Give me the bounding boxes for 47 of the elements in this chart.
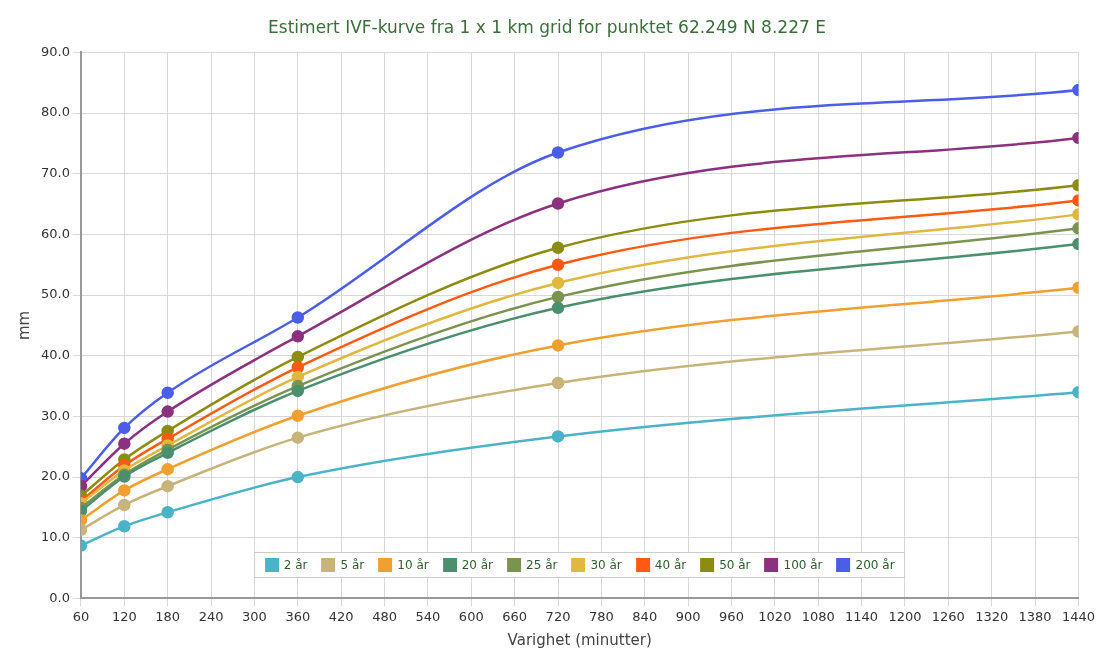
x-tick-label: 1020 xyxy=(758,608,792,624)
legend-label: 25 år xyxy=(526,558,558,573)
x-tick-label: 1200 xyxy=(888,608,922,624)
y-tick-label: 50.0 xyxy=(40,286,70,302)
x-tick-label: 360 xyxy=(285,608,311,624)
y-tick-label: 30.0 xyxy=(40,407,70,423)
x-tick-label: 1080 xyxy=(801,608,835,624)
legend-label: 30 år xyxy=(590,558,622,573)
x-tick-label: 780 xyxy=(588,608,614,624)
x-tick-label: 180 xyxy=(155,608,181,624)
x-axis-title: Varighet (minutter) xyxy=(507,630,652,649)
legend-label: 50 år xyxy=(719,558,751,573)
x-tick-label: 1140 xyxy=(845,608,879,624)
x-tick-label: 1380 xyxy=(1018,608,1052,624)
x-tick-label: 1320 xyxy=(975,608,1009,624)
x-tick-label: 720 xyxy=(545,608,571,624)
x-tick-label: 900 xyxy=(675,608,701,624)
x-tick-label: 600 xyxy=(458,608,484,624)
y-tick-label: 70.0 xyxy=(40,165,70,181)
x-tick-label: 60 xyxy=(72,608,90,624)
x-tick-label: 420 xyxy=(328,608,354,624)
chart-title: Estimert IVF-kurve fra 1 x 1 km grid for punktet 62.249 N 8.227 E xyxy=(268,16,826,37)
legend-label: 20 år xyxy=(461,558,494,573)
x-tick-label: 480 xyxy=(372,608,397,624)
legend-label: 100 år xyxy=(783,558,823,573)
y-tick-label: 40.0 xyxy=(40,347,70,363)
legend-label: 5 år xyxy=(340,558,365,573)
x-tick-label: 960 xyxy=(719,608,744,624)
y-tick-label: 80.0 xyxy=(40,104,70,120)
x-tick-label: 1260 xyxy=(931,608,965,624)
x-tick-label: 300 xyxy=(242,608,267,624)
x-tick-label: 540 xyxy=(415,608,441,624)
y-tick-label: 20.0 xyxy=(40,468,70,484)
x-tick-label: 840 xyxy=(632,608,658,624)
legend-label: 10 år xyxy=(397,558,429,573)
y-tick-label: 60.0 xyxy=(40,225,70,241)
y-tick-label: 90.0 xyxy=(40,43,70,59)
legend-label: 2 år xyxy=(283,558,308,573)
legend-label: 40 år xyxy=(654,558,687,573)
x-tick-label: 660 xyxy=(502,608,528,624)
x-tick-label: 240 xyxy=(198,608,224,624)
legend-label: 200 år xyxy=(855,558,895,573)
x-tick-label: 120 xyxy=(111,608,137,624)
y-axis-title: mm xyxy=(14,310,33,341)
x-tick-label: 1440 xyxy=(1061,608,1095,624)
y-tick-label: 0.0 xyxy=(49,589,70,605)
y-tick-label: 10.0 xyxy=(40,529,70,545)
